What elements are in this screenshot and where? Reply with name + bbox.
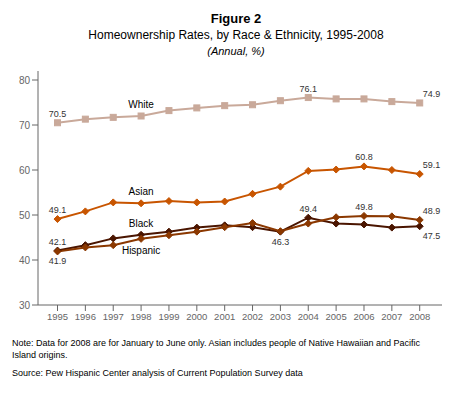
- svg-text:Asian: Asian: [129, 186, 154, 197]
- svg-text:70: 70: [19, 120, 31, 131]
- svg-text:1995: 1995: [47, 311, 68, 322]
- svg-text:1996: 1996: [75, 311, 96, 322]
- svg-text:76.1: 76.1: [299, 84, 317, 94]
- html-text:Source: Pew Hispanic Center an: Source: Pew Hispanic Center analysis of …: [12, 368, 303, 378]
- svg-text:50: 50: [19, 210, 31, 221]
- svg-text:70.5: 70.5: [49, 109, 67, 119]
- svg-text:30: 30: [19, 300, 31, 311]
- svg-text:46.3: 46.3: [272, 237, 290, 247]
- svg-text:41.9: 41.9: [49, 256, 67, 266]
- html-text:(Annual, %): (Annual, %): [207, 45, 265, 57]
- svg-text:1999: 1999: [158, 311, 179, 322]
- html-text:Homeownership Rates, by Race &: Homeownership Rates, by Race & Ethnicity…: [88, 28, 384, 42]
- svg-text:74.9: 74.9: [423, 89, 441, 99]
- html-text:Figure 2: Figure 2: [210, 11, 262, 26]
- svg-text:Hispanic: Hispanic: [122, 245, 160, 256]
- svg-text:47.5: 47.5: [423, 231, 441, 241]
- svg-text:2006: 2006: [353, 311, 374, 322]
- svg-text:2002: 2002: [242, 311, 263, 322]
- svg-text:1997: 1997: [103, 311, 124, 322]
- svg-text:60.8: 60.8: [355, 152, 373, 162]
- svg-text:80: 80: [19, 75, 31, 86]
- svg-text:Black: Black: [129, 218, 154, 229]
- svg-text:49.4: 49.4: [299, 204, 317, 214]
- svg-text:2008: 2008: [409, 311, 430, 322]
- svg-text:1998: 1998: [131, 311, 152, 322]
- svg-text:White: White: [128, 99, 154, 110]
- svg-text:49.8: 49.8: [355, 202, 373, 212]
- svg-text:2000: 2000: [186, 311, 207, 322]
- svg-text:48.9: 48.9: [423, 206, 441, 216]
- svg-text:2004: 2004: [298, 311, 319, 322]
- svg-text:59.1: 59.1: [423, 160, 441, 170]
- svg-text:2003: 2003: [270, 311, 291, 322]
- svg-text:2005: 2005: [326, 311, 347, 322]
- svg-text:2007: 2007: [381, 311, 402, 322]
- svg-text:40: 40: [19, 255, 31, 266]
- svg-text:2001: 2001: [214, 311, 235, 322]
- svg-text:60: 60: [19, 165, 31, 176]
- svg-text:42.1: 42.1: [49, 237, 67, 247]
- svg-text:49.1: 49.1: [49, 205, 67, 215]
- html-text:Note: Data for 2008 are for Ja: Note: Data for 2008 are for January to J…: [12, 338, 421, 360]
